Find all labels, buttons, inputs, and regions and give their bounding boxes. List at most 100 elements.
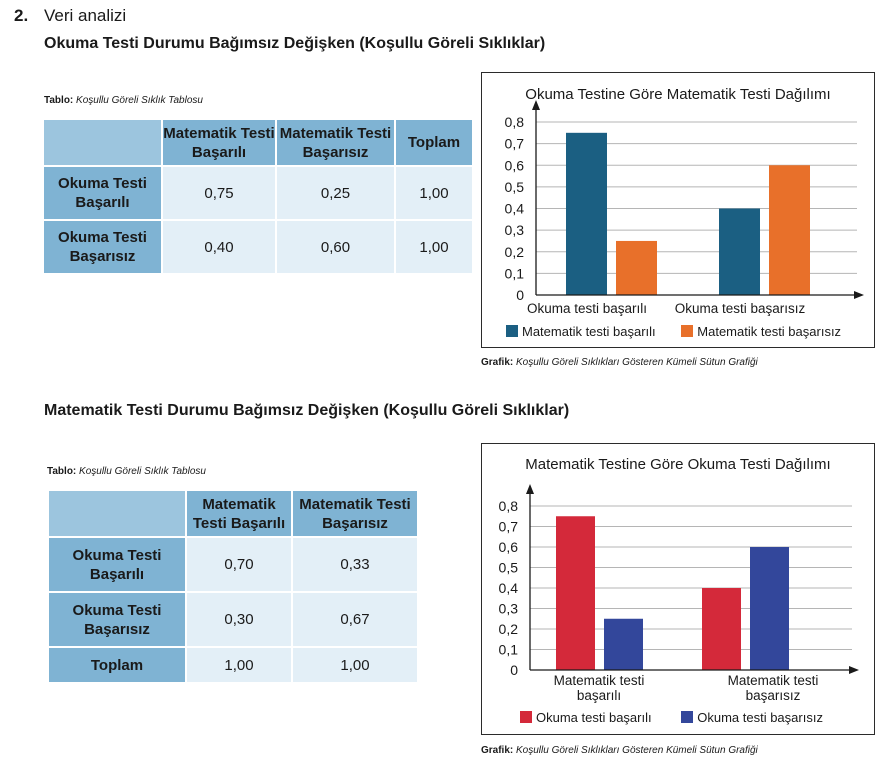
bar <box>604 618 643 670</box>
legend-item: Okuma testi başarısız <box>681 710 823 725</box>
column-header: Toplam <box>396 120 472 165</box>
bar <box>566 132 607 295</box>
y-tick-label: 0,7 <box>505 136 525 152</box>
legend-label: Matematik testi başarısız <box>697 324 842 339</box>
y-tick-label: 0,4 <box>505 201 525 217</box>
legend-swatch <box>681 325 694 337</box>
part2-frequency-table: Matematik Testi Başarılı Matematik Testi… <box>47 489 419 684</box>
table-corner <box>49 491 185 536</box>
legend-label: Matematik testi başarılı <box>522 324 656 339</box>
caption-text: Koşullu Göreli Sıklık Tablosu <box>76 466 206 477</box>
y-tick-label: 0,3 <box>499 601 519 617</box>
part1-table-caption: Tablo: Koşullu Göreli Sıklık Tablosu <box>44 95 203 106</box>
part2-table-caption: Tablo: Koşullu Göreli Sıklık Tablosu <box>47 466 206 477</box>
bar <box>556 516 595 670</box>
table-cell: 1,00 <box>187 648 291 682</box>
y-tick-label: 0 <box>516 287 524 303</box>
y-tick-label: 0,5 <box>505 179 525 195</box>
bar <box>616 240 657 295</box>
legend-label: Okuma testi başarısız <box>697 710 823 725</box>
table-cell: 0,60 <box>277 221 394 273</box>
table-corner <box>44 120 161 165</box>
chart-1: Okuma Testine Göre Matematik Testi Dağıl… <box>481 72 875 348</box>
row-header: Okuma Testi Başarılı <box>49 538 185 591</box>
y-tick-label: 0,3 <box>505 222 525 238</box>
y-tick-label: 0,2 <box>505 244 525 260</box>
legend-swatch <box>520 711 532 723</box>
y-axis-arrow <box>532 100 540 110</box>
y-tick-label: 0,8 <box>505 114 525 130</box>
y-tick-label: 0,2 <box>499 621 519 637</box>
y-tick-label: 0,5 <box>499 560 519 576</box>
table-cell: 0,70 <box>187 538 291 591</box>
caption-text: Koşullu Göreli Sıklıkları Gösteren Kümel… <box>513 357 758 368</box>
table-cell: 0,67 <box>293 593 417 646</box>
table-cell: 1,00 <box>293 648 417 682</box>
caption-label: Tablo: <box>47 466 77 477</box>
legend-label: Okuma testi başarılı <box>536 710 652 725</box>
y-tick-label: 0,4 <box>499 580 519 596</box>
table-cell: 0,30 <box>187 593 291 646</box>
table-cell: 0,33 <box>293 538 417 591</box>
legend-item: Matematik testi başarısız <box>681 324 841 339</box>
table-row: Okuma Testi Başarılı 0,75 0,25 1,00 <box>44 167 472 219</box>
y-tick-label: 0,6 <box>505 157 525 173</box>
y-tick-label: 0,6 <box>499 539 519 555</box>
section-number: 2. <box>14 6 29 25</box>
part1-chart-caption: Grafik: Koşullu Göreli Sıklıkları Göster… <box>481 357 758 368</box>
y-tick-label: 0 <box>510 662 518 678</box>
row-header: Toplam <box>49 648 185 682</box>
x-category-label: Okuma testi başarısız <box>675 301 806 316</box>
legend-swatch <box>681 711 694 723</box>
y-tick-label: 0,7 <box>499 519 519 535</box>
bar <box>702 588 741 670</box>
y-tick-label: 0,8 <box>499 498 519 514</box>
caption-text: Koşullu Göreli Sıklıkları Gösteren Kümel… <box>513 745 758 756</box>
bar <box>719 208 760 295</box>
table-cell: 0,25 <box>277 167 394 219</box>
chart-2: Matematik Testine Göre Okuma Testi Dağıl… <box>481 443 875 735</box>
column-header: Matematik Testi Başarısız <box>277 120 394 165</box>
x-category-label: Okuma testi başarılı <box>527 301 647 316</box>
x-category-label: Matematik testi başarılı <box>554 673 645 703</box>
y-tick-label: 0,1 <box>505 265 525 281</box>
part2-chart-caption: Grafik: Koşullu Göreli Sıklıkları Göster… <box>481 745 758 756</box>
row-header: Okuma Testi Başarılı <box>44 167 161 219</box>
chart-legend: Matematik testi başarılı Matematik testi… <box>506 324 841 339</box>
bar <box>769 165 810 295</box>
caption-label: Grafik: <box>481 745 514 756</box>
table-row: Okuma Testi Başarısız 0,40 0,60 1,00 <box>44 221 472 273</box>
chart-legend: Okuma testi başarılı Okuma testi başarıs… <box>520 710 823 725</box>
table-row: Toplam 1,00 1,00 <box>49 648 417 682</box>
chart-title: Matematik Testine Göre Okuma Testi Dağıl… <box>525 456 831 473</box>
legend-item: Okuma testi başarılı <box>520 710 652 725</box>
y-tick-label: 0,1 <box>499 642 519 658</box>
table-row: Okuma Testi Başarısız 0,30 0,67 <box>49 593 417 646</box>
x-category-label: Matematik testi başarısız <box>728 673 819 703</box>
bar <box>750 547 789 670</box>
caption-label: Grafik: <box>481 357 514 368</box>
part1-frequency-table: Matematik Testi Başarılı Matematik Testi… <box>42 118 474 275</box>
chart-plot: 0 0,1 0,2 0,3 0,4 0,5 0,6 0,7 0,8 Matematik testi… <box>499 484 859 703</box>
table-row: Okuma Testi Başarılı 0,70 0,33 <box>49 538 417 591</box>
column-header: Matematik Testi Başarısız <box>293 491 417 536</box>
row-header: Okuma Testi Başarısız <box>49 593 185 646</box>
legend-item: Matematik testi başarılı <box>506 324 656 339</box>
y-axis-arrow <box>526 484 534 494</box>
caption-text: Koşullu Göreli Sıklık Tablosu <box>73 95 203 106</box>
part1-title: Okuma Testi Durumu Bağımsız Değişken (Ko… <box>44 35 546 52</box>
x-axis-arrow <box>849 666 859 674</box>
section-title: Veri analizi <box>44 6 127 25</box>
chart-title: Okuma Testine Göre Matematik Testi Dağıl… <box>525 86 831 103</box>
column-header: Matematik Testi Başarılı <box>163 120 275 165</box>
part2-title: Matematik Testi Durumu Bağımsız Değişken… <box>44 402 570 419</box>
table-cell: 0,75 <box>163 167 275 219</box>
column-header: Matematik Testi Başarılı <box>187 491 291 536</box>
table-cell: 1,00 <box>396 167 472 219</box>
chart-plot: 0 0,1 0,2 0,3 0,4 0,5 0,6 0,7 0,8 Okuma testi baş… <box>505 100 864 316</box>
x-axis-arrow <box>854 291 864 299</box>
table-cell: 0,40 <box>163 221 275 273</box>
caption-label: Tablo: <box>44 95 74 106</box>
legend-swatch <box>506 325 518 337</box>
row-header: Okuma Testi Başarısız <box>44 221 161 273</box>
